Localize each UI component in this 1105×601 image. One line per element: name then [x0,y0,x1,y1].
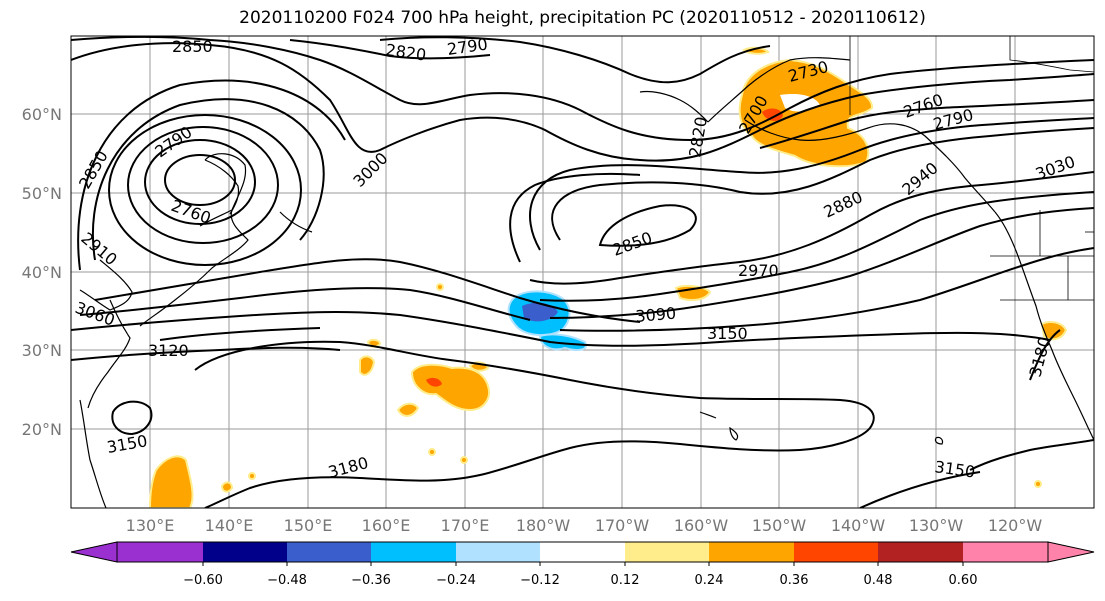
lon-label: 170°E [441,516,490,535]
lon-label: 160°E [362,516,411,535]
contour-label: 3090 [635,304,677,326]
colorbar-max-extension [1047,541,1095,563]
colorbar-tick-label: 0.24 [695,573,724,588]
lon-label: 130°W [909,516,964,535]
colorbar-cell [371,542,456,562]
colorbar-cell [117,542,203,562]
colorbar-tick-label: 0.48 [864,573,893,588]
colorbar-cell [878,542,963,562]
colorbar-cell [709,542,794,562]
contour-label: 2970 [738,261,779,280]
lon-label: 150°W [752,516,807,535]
lat-label: 40°N [22,263,62,282]
colorbar-cell [963,542,1048,562]
lon-label: 170°W [595,516,650,535]
lon-label: 130°E [126,516,175,535]
lat-label: 20°N [22,420,62,439]
lat-label: 50°N [22,184,62,203]
colorbar-cell [540,542,625,562]
contour-label: 3120 [148,341,189,360]
contour-label: 2790 [446,34,489,58]
colorbar-tick-label: 0.36 [780,573,809,588]
colorbar-tick-label: 0.60 [949,573,978,588]
lat-label: 60°N [22,105,62,124]
colorbar-tick-label: −0.36 [351,573,391,588]
lon-label: 140°W [831,516,886,535]
colorbar-outline [116,541,1049,563]
contour-label: 2850 [172,37,213,56]
colorbar-cell [625,542,709,562]
lon-label: 180°W [516,516,571,535]
plot-frame [70,35,1095,509]
colorbar: −0.60 −0.48 −0.36 −0.24 −0.12 0.12 0.24 0.36 0.4… [70,541,1095,588]
colorbar-tick-label: 0.12 [611,573,640,588]
contour-label: 3150 [707,324,748,343]
lat-label: 30°N [22,341,62,360]
coastlines [79,57,1094,508]
lon-label: 160°W [674,516,729,535]
lon-label: 120°W [988,516,1043,535]
longitude-labels: 130°E 140°E 150°E 160°E 170°E 180°W 170°… [126,516,1043,535]
colorbar-tick-label: −0.12 [520,573,560,588]
colorbar-cell [287,542,371,562]
colorbar-cell [794,542,878,562]
colorbar-cell [203,542,287,562]
colorbar-cell [456,542,540,562]
height-contours [71,36,1094,508]
colorbar-tick-label: −0.60 [183,573,223,588]
lon-label: 140°E [205,516,254,535]
map-title: 2020110200 F024 700 hPa height, precipit… [239,8,926,28]
colorbar-tick-label: −0.24 [436,573,476,588]
boundaries [849,36,1094,301]
colorbar-tick-label: −0.48 [267,573,307,588]
graticule [71,36,1094,508]
latitude-labels: 60°N 50°N 40°N 30°N 20°N [22,105,62,439]
lon-label: 150°E [284,516,333,535]
colorbar-min-extension [70,541,118,563]
